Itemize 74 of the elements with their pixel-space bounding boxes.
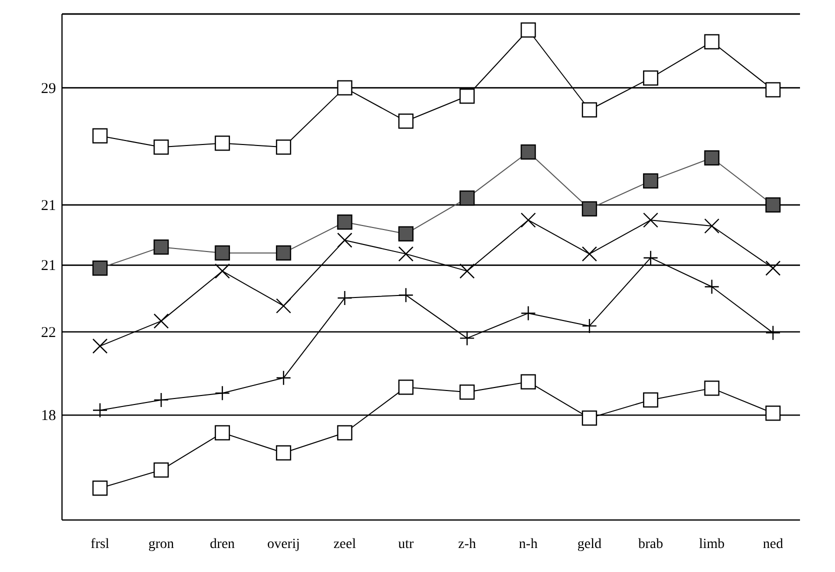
x-tick-label: zeel xyxy=(333,537,356,552)
point xyxy=(214,425,230,440)
point xyxy=(582,102,598,118)
point xyxy=(337,290,352,306)
point xyxy=(704,380,720,396)
point xyxy=(520,212,536,228)
point xyxy=(459,263,475,279)
point xyxy=(459,384,475,400)
x-tick-label: dren xyxy=(210,537,235,552)
point xyxy=(154,462,169,478)
point xyxy=(276,140,292,155)
point xyxy=(582,318,598,334)
point xyxy=(92,128,108,144)
point xyxy=(154,140,169,155)
point xyxy=(92,402,108,418)
point xyxy=(643,250,658,266)
x-tick-label: ned xyxy=(762,537,784,552)
text: 29 xyxy=(41,80,56,97)
point xyxy=(459,330,475,346)
text: 22 xyxy=(41,324,56,341)
x-tick-label: n-h xyxy=(518,537,538,552)
point xyxy=(765,82,781,98)
point xyxy=(643,70,658,86)
x-tick-label: geld xyxy=(577,537,602,552)
point xyxy=(276,445,292,460)
point xyxy=(765,260,781,276)
point xyxy=(704,218,720,234)
point xyxy=(765,406,781,421)
point xyxy=(154,239,169,255)
point xyxy=(154,313,169,329)
point xyxy=(214,263,230,279)
x-tick-label: brab xyxy=(638,537,664,552)
x-tick-label: overij xyxy=(267,537,300,552)
point xyxy=(398,380,414,395)
point xyxy=(459,88,475,104)
point xyxy=(643,173,658,189)
point xyxy=(520,144,536,160)
point xyxy=(765,197,781,213)
point xyxy=(704,150,720,166)
point xyxy=(276,298,292,314)
x-tick-label: frsl xyxy=(90,537,110,552)
point xyxy=(92,338,108,354)
x-tick-label: z-h xyxy=(458,537,476,552)
point xyxy=(704,279,720,294)
point xyxy=(582,201,598,216)
point xyxy=(459,190,475,206)
point xyxy=(92,480,108,496)
point xyxy=(337,80,352,96)
point xyxy=(704,34,720,50)
point xyxy=(214,136,230,151)
point xyxy=(398,246,414,262)
point xyxy=(92,260,108,276)
point xyxy=(276,245,292,261)
point xyxy=(582,410,598,426)
text: 21 xyxy=(41,198,56,214)
point xyxy=(337,232,352,248)
text: 18 xyxy=(41,408,56,424)
point xyxy=(276,370,292,386)
point xyxy=(520,306,536,321)
point xyxy=(214,245,230,261)
point xyxy=(582,246,598,262)
point xyxy=(337,214,352,230)
point xyxy=(398,114,414,129)
x-tick-label: utr xyxy=(398,537,414,552)
point xyxy=(520,22,536,38)
point xyxy=(520,374,536,390)
text: 21 xyxy=(41,258,56,274)
x-tick-label: gron xyxy=(148,537,174,552)
x-tick-label: limb xyxy=(698,537,725,552)
point xyxy=(337,425,352,440)
point xyxy=(765,325,781,340)
point xyxy=(643,392,658,408)
point xyxy=(398,226,414,242)
point xyxy=(643,212,658,228)
